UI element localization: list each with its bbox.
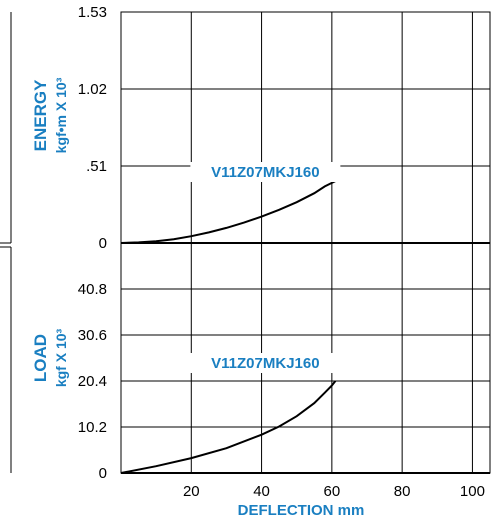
series-label-background: [190, 162, 341, 182]
x-tick-label: 40: [253, 483, 270, 500]
series-label: V11Z07MKJ160: [211, 164, 319, 181]
energy-frame: [120, 11, 491, 244]
y-tick-label: 1.02: [78, 81, 107, 98]
x-tick-label: 60: [324, 483, 341, 500]
y-tick-label: 1.53: [78, 4, 107, 21]
energy-curve: [120, 180, 336, 244]
y-tick-label: 40.8: [78, 281, 107, 298]
load-panel: 0 10.2 20.4 30.6 40.8 LOAD kgf X 10³ V11Z07MKJ1…: [31, 242, 491, 482]
x-tick-label: 100: [460, 483, 485, 500]
y-tick-label: 10.2: [78, 419, 107, 436]
load-axis-unit: kgf X 10³: [53, 328, 69, 387]
y-tick-label: .51: [86, 158, 107, 175]
energy-axis-title: ENERGY: [31, 79, 50, 151]
energy-axis-unit: kgf•m X 10³: [53, 77, 69, 153]
load-axis-title: LOAD: [31, 334, 50, 382]
load-curve: [120, 380, 337, 474]
y-tick-label: 0: [99, 235, 107, 252]
y-tick-label: 20.4: [78, 373, 107, 390]
x-axis-title: DEFLECTION mm: [238, 502, 365, 519]
x-tick-label: 80: [394, 483, 411, 500]
series-label-background: [190, 353, 341, 373]
y-tick-label: 0: [99, 465, 107, 482]
y-tick-label: 30.6: [78, 327, 107, 344]
energy-panel: 0 .51 1.02 1.53 ENERGY kgf•m X 10³ V11Z07MKJ16…: [31, 4, 491, 252]
series-label: V11Z07MKJ160: [211, 355, 319, 372]
x-tick-label: 20: [183, 483, 200, 500]
